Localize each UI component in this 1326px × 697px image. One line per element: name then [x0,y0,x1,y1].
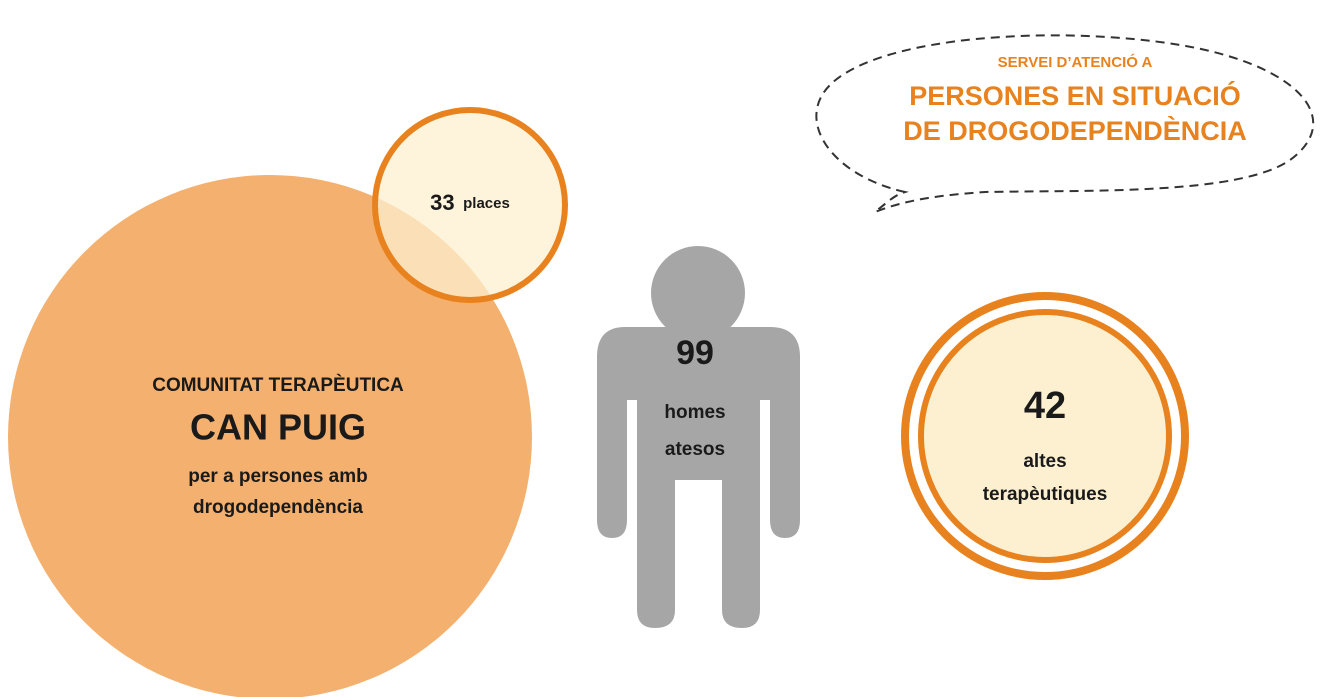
discharges-number: 42 [1024,385,1066,427]
community-text: drogodependència [193,497,363,518]
community-name: CAN PUIG [190,407,366,448]
bubble-text: SERVEI D’ATENCIÓ A [998,53,1153,71]
men-number: 99 [676,334,714,372]
places-circle [372,107,568,303]
discharges-text: terapèutiques [983,484,1108,505]
community-text: per a persones amb [188,466,368,487]
discharges-circle [918,309,1172,563]
community-text: COMUNITAT TERAPÈUTICA [152,374,404,396]
places-number: 33 [430,190,454,215]
speech-bubble [815,34,1315,213]
men-text: atesos [665,439,725,460]
community-circle [8,175,532,697]
places-text: 33 places [430,190,510,215]
bubble-text: DE DROGODEPENDÈNCIA [903,115,1247,146]
men-text: homes [664,402,725,423]
person-icon [597,246,800,628]
discharges-text: altes [1023,451,1066,472]
places-label: places [463,195,510,212]
bubble-text: PERSONES EN SITUACIÓ [909,80,1241,111]
